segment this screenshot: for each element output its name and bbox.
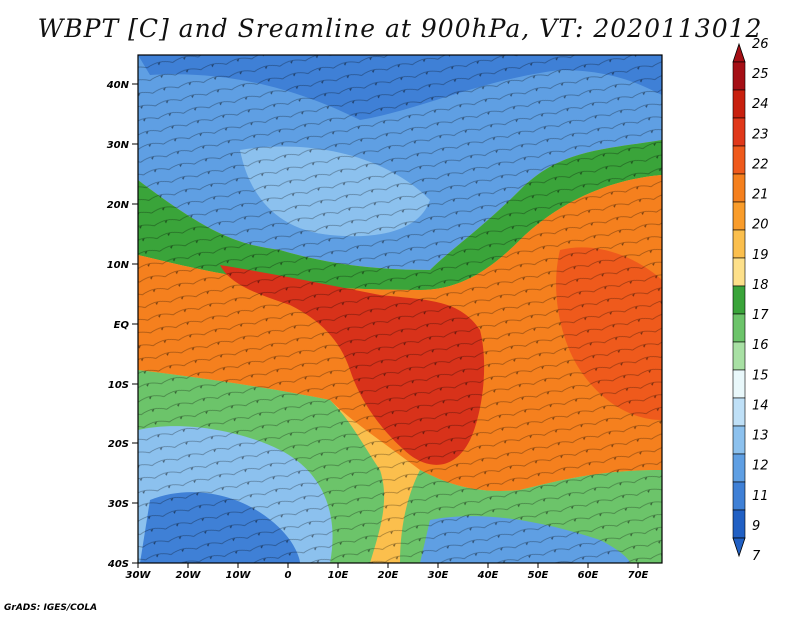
lat-label-30s: 30S bbox=[108, 499, 129, 510]
colorbar-swatch bbox=[732, 397, 746, 427]
lon-label-10e: 10E bbox=[328, 570, 349, 581]
map-frame bbox=[137, 54, 663, 564]
wbpt-field bbox=[138, 55, 662, 563]
lon-label-30w: 30W bbox=[126, 570, 152, 581]
colorbar-level-label: 16 bbox=[752, 338, 769, 353]
lat-label-40s: 40S bbox=[107, 559, 129, 570]
colorbar-level-label: 19 bbox=[752, 248, 769, 263]
latitude-axis: 40N 30N 20N 10N EQ 10S 20S 30S 40S bbox=[106, 80, 138, 570]
colorbar-level-label: 13 bbox=[752, 429, 769, 444]
colorbar-level-label: 7 bbox=[752, 549, 761, 564]
lat-label-40n: 40N bbox=[106, 80, 130, 91]
colorbar-swatch bbox=[732, 341, 746, 371]
grads-credit: GrADS: IGES/COLA bbox=[4, 603, 98, 613]
lon-label-30e: 30E bbox=[428, 570, 449, 581]
lon-label-0: 0 bbox=[285, 570, 292, 581]
lat-label-10s: 10S bbox=[108, 380, 129, 391]
lon-label-20w: 20W bbox=[176, 570, 202, 581]
colorbar-swatch bbox=[732, 145, 746, 175]
colorbar-level-label: 22 bbox=[752, 157, 769, 172]
colorbar-level-label: 9 bbox=[752, 519, 760, 534]
colorbar-swatch bbox=[732, 229, 746, 259]
colorbar-level-label: 17 bbox=[752, 308, 769, 323]
colorbar-swatch bbox=[732, 89, 746, 119]
colorbar-swatch bbox=[732, 425, 746, 455]
colorbar-level-label: 18 bbox=[752, 278, 769, 293]
longitude-axis: 30W 20W 10W 0 10E 20E 30E 40E 50E 60E 70… bbox=[126, 563, 649, 581]
colorbar-level-label: 26 bbox=[752, 37, 769, 52]
colorbar-level-label: 23 bbox=[752, 127, 769, 142]
colorbar-swatch bbox=[732, 201, 746, 231]
lon-label-70e: 70E bbox=[628, 570, 649, 581]
colorbar-swatch bbox=[732, 509, 746, 539]
colorbar-swatch bbox=[732, 285, 746, 315]
colorbar-swatch bbox=[732, 481, 746, 511]
colorbar-level-label: 12 bbox=[752, 459, 769, 474]
colorbar-level-label: 25 bbox=[752, 67, 769, 82]
map-title: WBPT [C] and Sreamline at 900hPa, VT: 20… bbox=[37, 14, 763, 43]
colorbar-top-arrow bbox=[732, 42, 746, 63]
lon-label-40e: 40E bbox=[477, 570, 499, 581]
colorbar-level-label: 15 bbox=[752, 368, 769, 383]
colorbar-swatch bbox=[732, 117, 746, 147]
lon-label-10w: 10W bbox=[226, 570, 252, 581]
lat-label-eq: EQ bbox=[114, 320, 130, 331]
colorbar-swatch bbox=[732, 257, 746, 287]
colorbar-level-label: 24 bbox=[752, 97, 769, 112]
colorbar-swatch bbox=[732, 61, 746, 91]
lat-label-10n: 10N bbox=[107, 260, 130, 271]
lon-label-20e: 20E bbox=[378, 570, 399, 581]
colorbar-level-label: 11 bbox=[752, 489, 769, 504]
colorbar-swatch bbox=[732, 173, 746, 203]
colorbar-swatch bbox=[732, 369, 746, 399]
lon-label-60e: 60E bbox=[578, 570, 599, 581]
lon-label-50e: 50E bbox=[528, 570, 549, 581]
colorbar-bottom-arrow bbox=[732, 537, 746, 558]
lat-label-20n: 20N bbox=[107, 200, 130, 211]
colorbar: 26 25 24 23 22 21 20 19 18 17 16 15 14 13 12 11 9 7 bbox=[732, 37, 769, 564]
lat-label-20s: 20S bbox=[108, 439, 129, 450]
colorbar-level-label: 14 bbox=[752, 398, 769, 413]
colorbar-level-label: 21 bbox=[752, 188, 769, 203]
lat-label-30n: 30N bbox=[107, 140, 130, 151]
colorbar-swatch bbox=[732, 453, 746, 483]
colorbar-level-label: 20 bbox=[752, 218, 769, 233]
colorbar-swatch bbox=[732, 313, 746, 343]
